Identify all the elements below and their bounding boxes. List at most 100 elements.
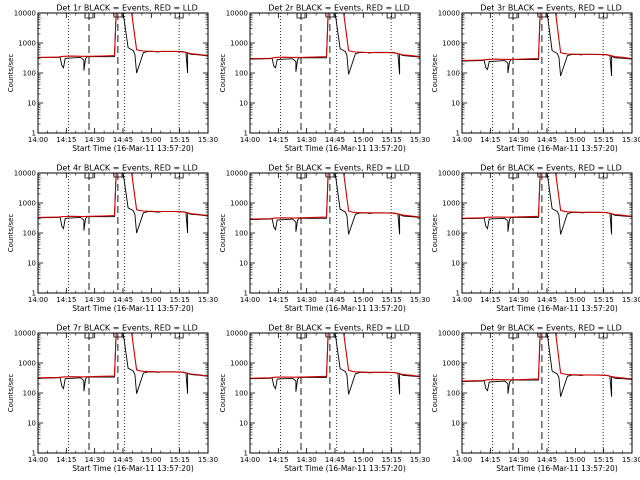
y-tick-label: 1 <box>32 450 36 458</box>
events-series-line <box>38 173 208 234</box>
x-tick-label: 14:15 <box>480 296 500 304</box>
y-axis-label: Counts/sec <box>431 54 439 93</box>
x-tick-label: 14:15 <box>268 136 288 144</box>
y-tick-label: 10000 <box>14 170 36 178</box>
x-tick-label: 15:30 <box>622 296 640 304</box>
x-tick-label: 14:30 <box>297 296 317 304</box>
x-axis-label: Start Time (16-Mar-11 13:57:20) <box>496 464 618 473</box>
attenuator-marker <box>598 13 608 19</box>
detector-plot: 1 10 100 1000 10000 14:00 14:15 14:30 14:45 15:00… <box>219 324 430 474</box>
y-tick-label: 10 <box>451 260 460 268</box>
x-tick-label: 15:00 <box>565 296 585 304</box>
x-tick-label: 14:45 <box>113 296 133 304</box>
y-tick-label: 1 <box>456 130 460 138</box>
x-tick-label: 14:45 <box>113 456 133 464</box>
y-axis-label: Counts/sec <box>219 374 227 413</box>
y-tick-label: 10 <box>239 420 248 428</box>
x-tick-label: 15:15 <box>382 456 402 464</box>
y-tick-label: 100 <box>447 390 460 398</box>
y-axis-label: Counts/sec <box>7 54 15 93</box>
y-tick-label: 1000 <box>230 360 248 368</box>
x-tick-label: 14:00 <box>28 456 48 464</box>
x-axis-label: Start Time (16-Mar-11 13:57:20) <box>284 144 406 153</box>
attenuator-marker <box>174 173 184 179</box>
y-tick-label: 10000 <box>14 10 36 18</box>
attenuator-marker <box>386 13 396 19</box>
y-tick-label: 1000 <box>442 360 460 368</box>
x-axis-label: Start Time (16-Mar-11 13:57:20) <box>284 464 406 473</box>
y-tick-label: 10 <box>27 420 36 428</box>
y-axis-label: Counts/sec <box>431 214 439 253</box>
x-tick-label: 14:00 <box>28 136 48 144</box>
x-tick-label: 15:00 <box>565 136 585 144</box>
x-tick-label: 14:00 <box>452 456 472 464</box>
x-axis-label: Start Time (16-Mar-11 13:57:20) <box>496 304 618 313</box>
x-tick-label: 14:30 <box>297 456 317 464</box>
plot-title: Det 1r BLACK = Events, RED = LLD <box>56 4 198 13</box>
plot-frame <box>249 12 421 134</box>
detector-plot: 1 10 100 1000 10000 14:00 14:15 14:30 14:45 15:00… <box>7 4 218 154</box>
y-axis-label: Counts/sec <box>7 214 15 253</box>
y-tick-label: 1000 <box>442 200 460 208</box>
x-tick-label: 14:45 <box>537 136 557 144</box>
x-tick-label: 15:15 <box>382 296 402 304</box>
x-tick-label: 15:00 <box>565 456 585 464</box>
events-series-line <box>462 13 632 77</box>
y-axis-label: Counts/sec <box>7 374 15 413</box>
y-tick-label: 100 <box>235 70 248 78</box>
plot-frame <box>461 172 633 294</box>
plot-title: Det 8r BLACK = Events, RED = LLD <box>268 324 410 333</box>
lld-series-line <box>462 173 632 219</box>
y-tick-label: 10000 <box>226 10 248 18</box>
x-tick-label: 15:30 <box>198 456 218 464</box>
y-tick-label: 10 <box>239 260 248 268</box>
lld-series-line <box>38 173 208 218</box>
events-series-line <box>250 333 420 395</box>
lld-series-line <box>250 333 420 379</box>
x-tick-label: 14:30 <box>509 136 529 144</box>
lld-series-line <box>38 13 208 58</box>
x-tick-label: 15:30 <box>198 296 218 304</box>
events-series-line <box>250 173 420 235</box>
lld-series-line <box>250 13 420 60</box>
plot-title: Det 9r BLACK = Events, RED = LLD <box>480 324 622 333</box>
y-tick-label: 1 <box>32 130 36 138</box>
x-tick-label: 14:15 <box>56 296 76 304</box>
y-tick-label: 1 <box>244 450 248 458</box>
x-tick-label: 15:15 <box>594 136 614 144</box>
attenuator-marker <box>598 173 608 179</box>
y-tick-label: 100 <box>447 70 460 78</box>
lld-series-line <box>38 333 208 379</box>
x-axis-label: Start Time (16-Mar-11 13:57:20) <box>72 144 194 153</box>
plot-frame <box>37 332 209 454</box>
plot-frame <box>249 172 421 294</box>
plot-frame <box>37 12 209 134</box>
x-tick-label: 15:30 <box>410 296 430 304</box>
x-tick-label: 14:00 <box>240 136 260 144</box>
y-tick-label: 1000 <box>18 360 36 368</box>
y-tick-label: 10000 <box>438 330 460 338</box>
y-tick-label: 1 <box>244 290 248 298</box>
plot-title: Det 7r BLACK = Events, RED = LLD <box>56 324 198 333</box>
y-tick-label: 10000 <box>226 330 248 338</box>
x-tick-label: 15:15 <box>594 456 614 464</box>
x-tick-label: 14:45 <box>113 136 133 144</box>
x-tick-label: 14:15 <box>268 456 288 464</box>
attenuator-marker <box>386 173 396 179</box>
attenuator-marker <box>325 333 335 338</box>
x-tick-label: 15:00 <box>353 456 373 464</box>
x-tick-label: 14:45 <box>537 456 557 464</box>
x-axis-label: Start Time (16-Mar-11 13:57:20) <box>72 464 194 473</box>
events-series-line <box>38 333 208 394</box>
y-tick-label: 100 <box>23 230 36 238</box>
x-tick-label: 15:15 <box>170 136 190 144</box>
attenuator-marker <box>325 13 335 18</box>
x-tick-label: 14:30 <box>85 296 105 304</box>
y-tick-label: 100 <box>23 70 36 78</box>
detector-plot: 1 10 100 1000 10000 14:00 14:15 14:30 14:45 15:00… <box>7 164 218 314</box>
attenuator-marker <box>174 333 184 339</box>
y-tick-label: 1000 <box>230 40 248 48</box>
detector-plot: 1 10 100 1000 10000 14:00 14:15 14:30 14:45 15:00… <box>219 164 430 314</box>
attenuator-marker <box>537 333 547 338</box>
